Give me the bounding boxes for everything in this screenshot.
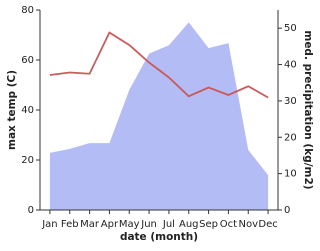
y2-tick-label: 50 bbox=[284, 23, 297, 34]
y2-axis-title: med. precipitation (kg/m2) bbox=[302, 30, 314, 189]
y-tick-label: 40 bbox=[21, 105, 34, 116]
temp-line bbox=[49, 31, 269, 99]
x-tick-label: Jul bbox=[162, 219, 175, 230]
y2-tick-label: 20 bbox=[284, 132, 297, 143]
x-tick-label: Dec bbox=[258, 219, 277, 230]
x-tick-label: May bbox=[119, 219, 140, 230]
x-tick-label: Jun bbox=[140, 219, 157, 230]
x-tick-label: Jan bbox=[41, 219, 57, 230]
precip-area bbox=[49, 22, 269, 211]
y-tick-label: 0 bbox=[28, 205, 34, 216]
x-tick-label: Feb bbox=[61, 219, 79, 230]
y-tick-label: 80 bbox=[21, 5, 34, 16]
x-tick-label: Aug bbox=[179, 219, 199, 230]
y2-tick-label: 40 bbox=[284, 60, 297, 71]
y-axis-title: max temp (C) bbox=[6, 70, 18, 150]
x-tick-label: Mar bbox=[80, 219, 100, 230]
x-tick-label: Nov bbox=[238, 219, 258, 230]
chart: date (month) max temp (C) med. precipita… bbox=[6, 5, 314, 243]
y2-tick-label: 0 bbox=[284, 205, 290, 216]
y2-tick-label: 30 bbox=[284, 96, 297, 107]
x-tick-label: Apr bbox=[101, 219, 119, 230]
y2-tick-label: 10 bbox=[284, 169, 297, 180]
x-axis-title: date (month) bbox=[120, 231, 198, 243]
y-tick-label: 20 bbox=[21, 155, 34, 166]
x-tick-label: Oct bbox=[220, 219, 237, 230]
y-tick-label: 60 bbox=[21, 55, 34, 66]
x-tick-label: Sep bbox=[199, 219, 218, 230]
